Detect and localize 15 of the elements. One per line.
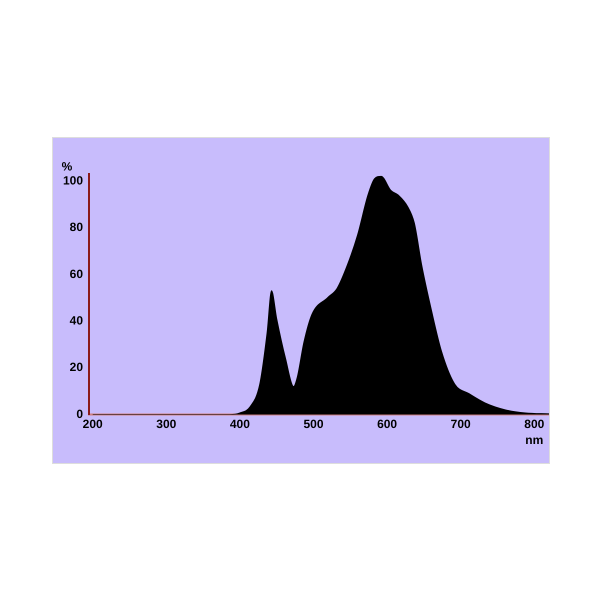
x-tick-label: 400 xyxy=(230,417,250,432)
y-tick-label: 60 xyxy=(70,266,84,281)
y-tick-label: 40 xyxy=(70,313,84,328)
x-tick-label: 300 xyxy=(156,417,177,432)
y-tick-label: 0 xyxy=(76,406,84,421)
y-tick-label: 80 xyxy=(70,220,84,234)
x-tick-label: 500 xyxy=(303,417,324,432)
x-tick-label: 800 xyxy=(524,417,545,432)
x-tick-label: 200 xyxy=(82,417,104,432)
x-axis-title: nm xyxy=(525,432,544,447)
y-tick-label: 100 xyxy=(62,173,84,188)
y-tick-label: 20 xyxy=(70,360,84,374)
x-tick-label: 600 xyxy=(377,417,398,432)
y-axis-title: % xyxy=(62,159,73,174)
x-tick-label: 700 xyxy=(450,417,472,432)
